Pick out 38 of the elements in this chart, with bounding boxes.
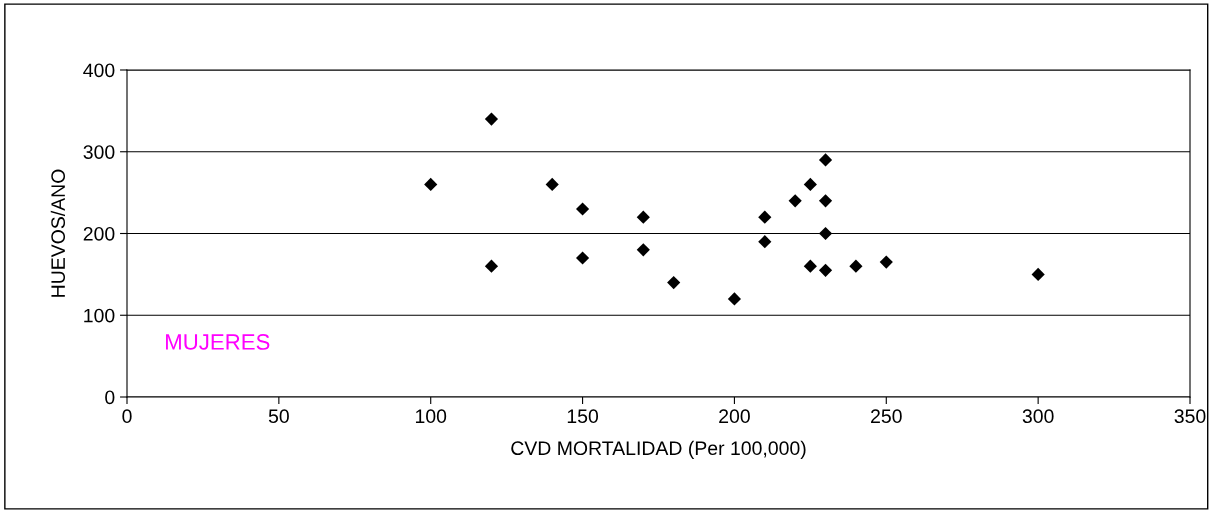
point bbox=[727, 292, 742, 306]
point bbox=[879, 255, 893, 269]
annotation: MUJERES bbox=[166, 334, 270, 350]
y-tick-label: 100 bbox=[84, 308, 115, 323]
point bbox=[636, 243, 650, 257]
x-tick-label: 200 bbox=[719, 409, 750, 424]
x-tick-label: 100 bbox=[415, 409, 447, 424]
point bbox=[818, 153, 833, 167]
x-tick-label: 150 bbox=[567, 409, 599, 424]
x-tick-label: 250 bbox=[871, 409, 902, 424]
y-axis-title: HUEVOS/ANO bbox=[50, 169, 66, 297]
point bbox=[758, 235, 772, 249]
point bbox=[1031, 267, 1045, 281]
point bbox=[803, 177, 817, 192]
x-tick-label: 0 bbox=[122, 409, 132, 424]
point bbox=[818, 263, 833, 277]
y-tick-label: 200 bbox=[83, 226, 115, 241]
x-tick-label: 300 bbox=[1022, 409, 1054, 424]
point bbox=[788, 194, 802, 208]
point bbox=[758, 210, 772, 224]
y-tick-label: 300 bbox=[83, 145, 115, 159]
x-axis-title: CVD MORTALIDAD (Per 100,000) bbox=[511, 440, 806, 459]
x-tick-label: 50 bbox=[268, 409, 289, 424]
point bbox=[575, 251, 590, 265]
point bbox=[667, 275, 681, 290]
point bbox=[484, 259, 499, 273]
y-tick-label: 0 bbox=[105, 390, 115, 405]
point bbox=[484, 112, 499, 126]
point bbox=[818, 226, 833, 241]
point bbox=[424, 177, 438, 192]
x-tick-label: 350 bbox=[1174, 409, 1206, 424]
point bbox=[818, 194, 833, 208]
point bbox=[849, 259, 863, 273]
y-tick-label: 400 bbox=[83, 63, 115, 78]
point bbox=[636, 210, 650, 224]
point bbox=[545, 177, 559, 192]
point bbox=[803, 259, 817, 273]
point bbox=[575, 202, 590, 216]
